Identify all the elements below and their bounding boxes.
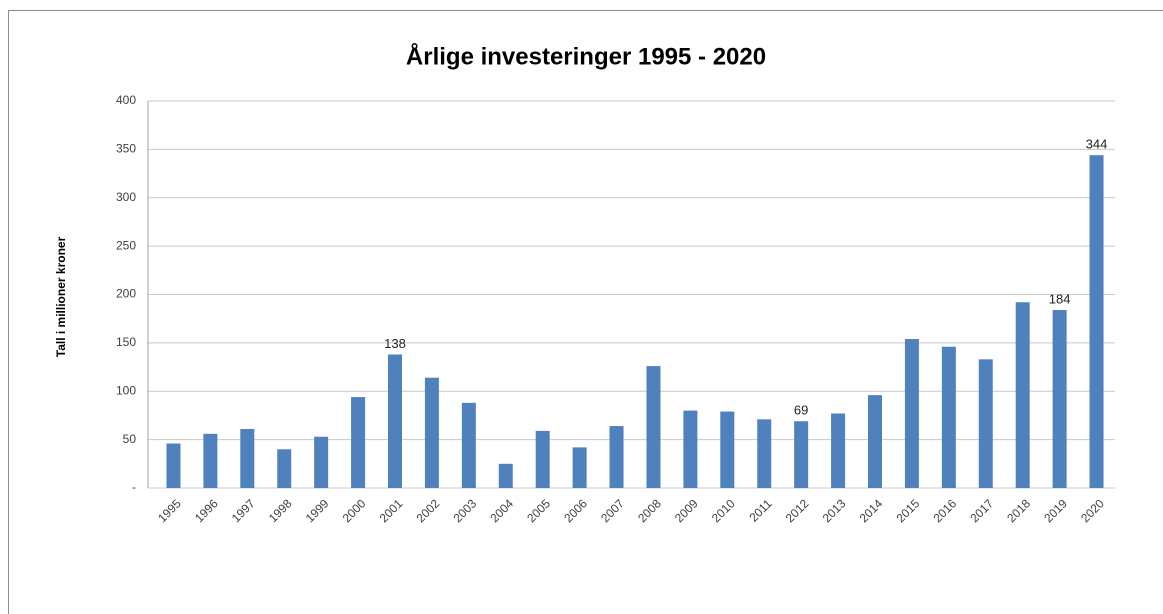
chart-title: Årlige investeringer 1995 - 2020	[406, 42, 766, 70]
y-tick-label: 150	[116, 335, 136, 349]
bar	[535, 430, 550, 488]
y-tick-label: 350	[116, 142, 136, 156]
bar	[314, 436, 329, 488]
y-tick-label: -	[132, 480, 136, 494]
bar	[1089, 155, 1104, 488]
bar	[572, 447, 587, 488]
data-label: 138	[384, 336, 406, 351]
y-tick-label: 200	[116, 287, 136, 301]
bar	[388, 354, 402, 488]
data-label: 184	[1049, 291, 1071, 306]
data-label: 69	[794, 403, 808, 418]
bar	[424, 377, 439, 488]
bar	[978, 359, 993, 488]
y-tick-label: 300	[116, 190, 136, 204]
bar	[868, 395, 882, 488]
y-axis-label: Tall i millioner kroner	[54, 236, 68, 357]
bar	[609, 426, 624, 488]
bar	[498, 463, 513, 488]
bar	[646, 366, 661, 488]
bar	[277, 449, 292, 488]
bar	[351, 397, 366, 488]
bar	[683, 410, 698, 488]
y-tick-label: 400	[116, 93, 136, 107]
bar	[794, 421, 809, 488]
bar	[1052, 309, 1067, 488]
chart-frame	[8, 10, 1163, 614]
bar	[1015, 302, 1030, 488]
bar	[904, 339, 919, 488]
y-tick-label: 250	[116, 238, 136, 252]
bar	[941, 346, 956, 488]
bar	[831, 413, 846, 488]
y-tick-label: 100	[116, 383, 136, 397]
data-label: 344	[1086, 137, 1108, 152]
y-tick-label: 50	[123, 432, 137, 446]
bar	[203, 433, 218, 488]
bar	[720, 411, 735, 488]
bar	[461, 402, 476, 488]
bar	[757, 419, 772, 488]
bar	[166, 443, 181, 488]
bar	[240, 428, 255, 488]
